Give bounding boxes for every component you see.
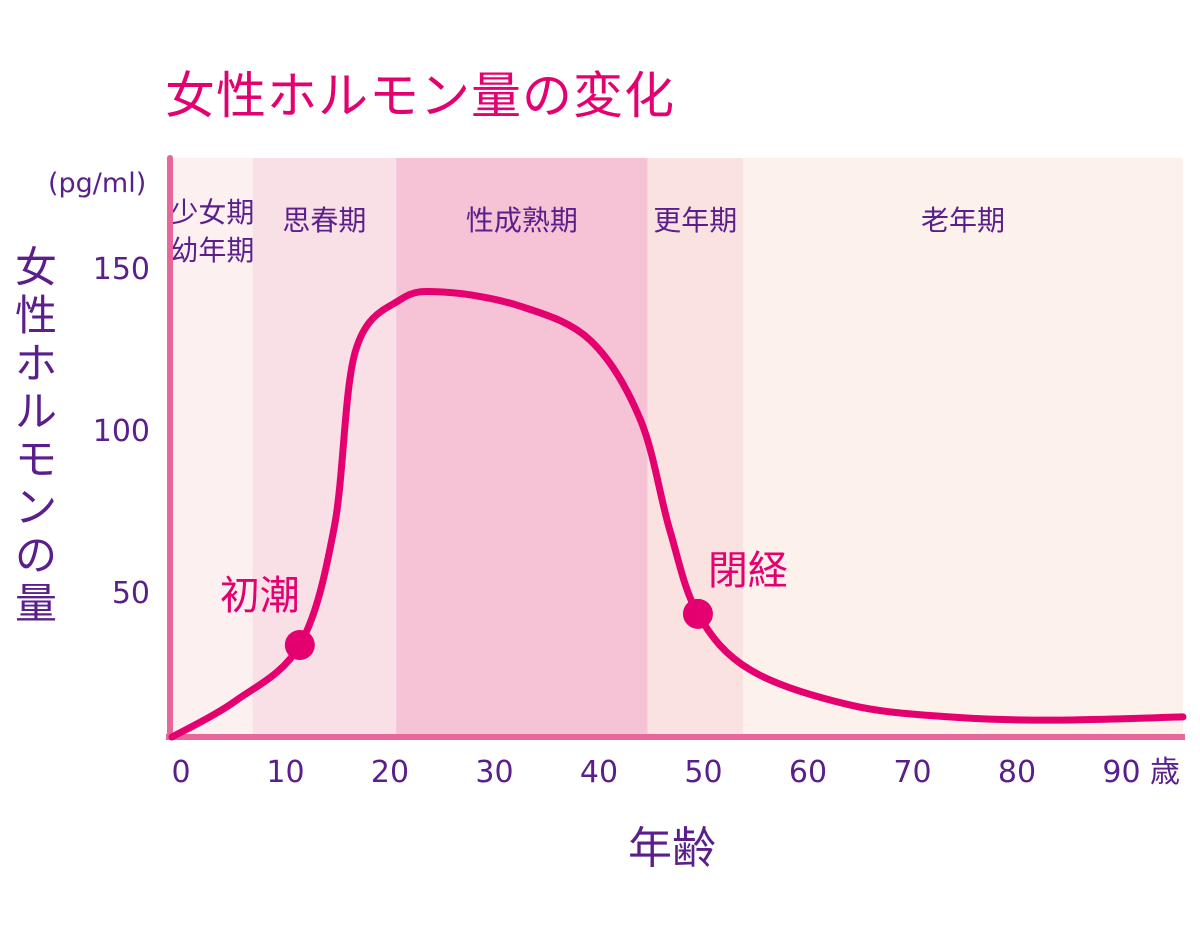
y-tick-label: 50 — [112, 576, 150, 611]
x-tick-label: 90 — [1102, 755, 1140, 790]
band-label: 思春期 — [282, 204, 366, 237]
x-tick-label: 60 — [789, 755, 827, 790]
x-tick-label: 10 — [266, 755, 304, 790]
band-2 — [396, 158, 648, 737]
x-tick-label: 30 — [475, 755, 513, 790]
band-label: 更年期 — [653, 204, 737, 237]
y-axis-label: 女性ホルモンの量 — [14, 243, 57, 628]
x-tick-label: 70 — [893, 755, 931, 790]
x-tick-label: 80 — [998, 755, 1036, 790]
x-tick-label: 20 — [371, 755, 409, 790]
x-tick-label: 40 — [580, 755, 618, 790]
band-label: 性成熟期 — [466, 204, 578, 237]
annotation-marker — [682, 598, 713, 629]
hormone-curve — [168, 287, 1187, 741]
x-axis-label: 年齢 — [628, 823, 716, 874]
y-tick-label: 100 — [93, 414, 150, 449]
band-4 — [742, 158, 1183, 737]
x-axis-unit: 歳 — [1150, 755, 1180, 790]
annotation-label: 閉経 — [708, 548, 788, 594]
band-1 — [252, 158, 397, 737]
band-0 — [172, 158, 253, 737]
chart-title: 女性ホルモン量の変化 — [165, 67, 675, 125]
band-label: 老年期 — [921, 204, 1005, 237]
y-axis-unit: (pg/ml) — [48, 168, 147, 199]
band-label: 少女期 — [170, 196, 254, 229]
annotation-label: 初潮 — [220, 573, 300, 619]
band-label: 幼年期 — [170, 234, 254, 267]
annotation-marker — [284, 629, 315, 660]
band-3 — [647, 158, 743, 737]
x-tick-label: 0 — [171, 755, 190, 790]
x-tick-label: 50 — [684, 755, 722, 790]
y-tick-label: 150 — [93, 252, 150, 287]
